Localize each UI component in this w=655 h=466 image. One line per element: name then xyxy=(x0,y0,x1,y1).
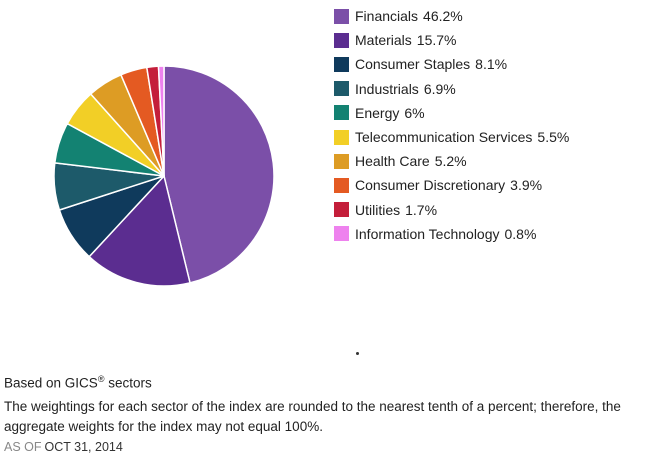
legend-label: Health Care xyxy=(355,153,430,170)
legend-swatch xyxy=(334,56,349,72)
registered-mark: ® xyxy=(97,374,105,384)
legend-value: 6.9% xyxy=(423,80,456,97)
legend-value: 8.1% xyxy=(475,56,508,73)
pie-slice-9[interactable] xyxy=(157,65,165,177)
legend-label: Information Technology xyxy=(355,225,500,242)
legend-item-9[interactable]: Information Technology 0.8% xyxy=(334,222,569,246)
legend-value: 0.8% xyxy=(504,225,537,242)
legend-value: 46.2% xyxy=(423,8,463,25)
legend-swatch xyxy=(334,105,349,121)
legend-swatch xyxy=(334,153,349,169)
legend-label: Telecommunication Services xyxy=(355,129,533,146)
legend-label: Utilities xyxy=(355,201,401,218)
legend-value: 5.5% xyxy=(537,129,570,146)
legend-item-3[interactable]: Industrials 6.9% xyxy=(334,77,569,101)
legend-item-1[interactable]: Materials 15.7% xyxy=(334,28,569,52)
legend-swatch xyxy=(334,177,349,193)
legend-value: 5.2% xyxy=(434,153,467,170)
legend-item-2[interactable]: Consumer Staples 8.1% xyxy=(334,52,569,76)
sector-pie-chart xyxy=(53,65,275,287)
stray-dot xyxy=(356,352,359,355)
legend-label: Energy xyxy=(355,104,400,121)
legend-item-5[interactable]: Telecommunication Services 5.5% xyxy=(334,125,569,149)
legend-swatch xyxy=(334,129,349,145)
legend-item-6[interactable]: Health Care 5.2% xyxy=(334,149,569,173)
legend-swatch xyxy=(334,202,349,218)
legend-value: 1.7% xyxy=(405,201,438,218)
gics-basis-text: Based on GICS xyxy=(4,375,98,391)
legend-label: Consumer Staples xyxy=(355,56,471,73)
chart-legend: Financials 46.2% Materials 15.7% Consumer St… xyxy=(334,4,569,246)
footnote: Based on GICS® sectors The weightings fo… xyxy=(4,374,644,454)
legend-item-8[interactable]: Utilities 1.7% xyxy=(334,198,569,222)
as-of-label: AS OF xyxy=(4,439,42,454)
legend-label: Consumer Discretionary xyxy=(355,177,506,194)
rounding-note: The weightings for each sector of the in… xyxy=(4,398,621,434)
legend-item-0[interactable]: Financials 46.2% xyxy=(334,4,569,28)
legend-value: 3.9% xyxy=(510,177,543,194)
legend-item-7[interactable]: Consumer Discretionary 3.9% xyxy=(334,173,569,197)
legend-swatch xyxy=(334,8,349,24)
legend-swatch xyxy=(334,226,349,242)
legend-label: Materials xyxy=(355,32,412,49)
legend-value: 6% xyxy=(404,104,425,121)
legend-swatch xyxy=(334,32,349,48)
as-of-date: OCT 31, 2014 xyxy=(44,439,123,454)
legend-value: 15.7% xyxy=(416,32,457,49)
legend-label: Financials xyxy=(355,8,419,25)
legend-item-4[interactable]: Energy 6% xyxy=(334,101,569,125)
legend-label: Industrials xyxy=(355,80,419,97)
legend-swatch xyxy=(334,81,349,97)
pie-slice-0[interactable] xyxy=(163,65,275,284)
gics-basis-suffix: sectors xyxy=(104,375,152,391)
gics-basis: Based on GICS® sectors xyxy=(4,374,644,391)
as-of-line: AS OF OCT 31, 2014 xyxy=(4,440,644,454)
pie-slice-1[interactable] xyxy=(88,175,191,287)
